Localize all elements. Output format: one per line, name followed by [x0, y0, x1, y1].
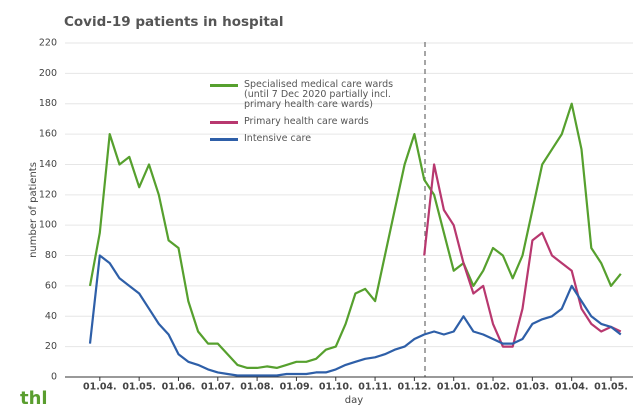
legend-item: Intensive care	[206, 134, 393, 144]
x-tick-label: 01.11.	[358, 382, 392, 393]
chart-title: Covid-19 patients in hospital	[64, 14, 284, 30]
x-axis-label: day	[345, 395, 363, 406]
x-tick-label: 01.07.	[201, 382, 235, 393]
series-line	[88, 254, 622, 377]
legend-label: Primary health care wards	[244, 116, 369, 127]
x-tick-label: 01.04.	[83, 382, 117, 393]
y-tick-label: 200	[39, 68, 57, 79]
legend-swatch	[210, 121, 238, 124]
x-tick-label: 01.05.	[122, 382, 156, 393]
y-axis-label: number of patients	[28, 162, 39, 258]
y-tick-label: 220	[39, 38, 57, 49]
x-tick-label: 01.03.	[516, 382, 550, 393]
x-tick-label: 01.09.	[280, 382, 314, 393]
x-tick-label: 01.04.	[555, 382, 589, 393]
y-tick-label: 20	[45, 341, 57, 352]
legend-item: Primary health care wards	[206, 117, 393, 127]
series-line	[88, 102, 622, 369]
y-tick-label: 60	[45, 280, 57, 291]
legend-swatch	[210, 84, 238, 87]
x-tick-label: 01.06.	[162, 382, 196, 393]
legend-label: Specialised medical care wards (until 7 …	[244, 79, 394, 110]
y-tick-label: 40	[45, 311, 57, 322]
legend: Specialised medical care wards (until 7 …	[206, 80, 393, 151]
logo: thl	[20, 388, 48, 406]
y-tick-label: 0	[51, 372, 57, 383]
x-tick-label: 01.01.	[437, 382, 471, 393]
y-tick-label: 120	[39, 189, 57, 200]
y-tick-label: 180	[39, 98, 57, 109]
legend-item: Specialised medical care wards (until 7 …	[206, 80, 393, 110]
y-tick-label: 80	[45, 250, 57, 261]
y-tick-label: 100	[39, 220, 57, 231]
y-tick-label: 160	[39, 129, 57, 140]
x-tick-label: 01.10.	[319, 382, 353, 393]
x-tick-label: 01.02.	[476, 382, 510, 393]
x-tick-label: 01.05.	[594, 382, 628, 393]
series-line	[423, 163, 622, 348]
legend-swatch	[210, 138, 238, 141]
legend-label: Intensive care	[244, 133, 312, 144]
x-tick-label: 01.08.	[240, 382, 274, 393]
y-tick-label: 140	[39, 159, 57, 170]
x-tick-label: 01.12.	[398, 382, 432, 393]
